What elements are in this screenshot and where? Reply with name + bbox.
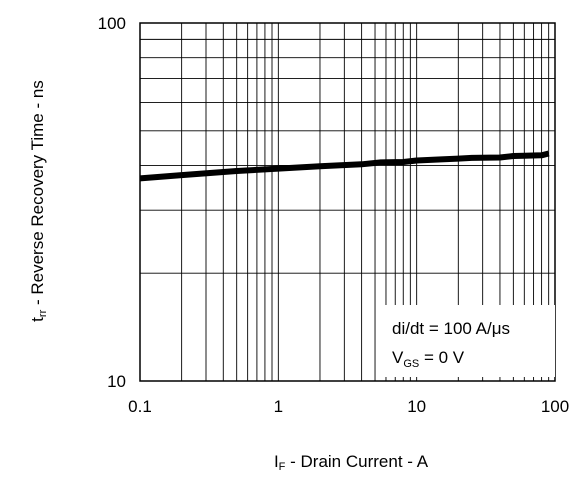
y-tick-labels: 10 100: [98, 14, 126, 391]
y-tick-label: 100: [98, 14, 126, 33]
x-tick-labels: 0.1 1 10 100: [128, 397, 569, 416]
annotation-didt: di/dt = 100 A/μs: [392, 319, 510, 338]
x-tick-label: 100: [541, 397, 569, 416]
annotation-box: [385, 305, 555, 377]
x-tick-label: 1: [274, 397, 283, 416]
series-line: [139, 150, 550, 182]
y-axis-label: trr - Reverse Recovery Time - ns: [28, 80, 49, 322]
x-axis-label: IF - Drain Current - A: [274, 452, 429, 473]
annotation-vgs: VGS = 0 V: [392, 348, 465, 370]
plot-area: [139, 22, 556, 382]
x-tick-label: 10: [407, 397, 426, 416]
x-tick-label: 0.1: [128, 397, 152, 416]
y-tick-label: 10: [107, 372, 126, 391]
